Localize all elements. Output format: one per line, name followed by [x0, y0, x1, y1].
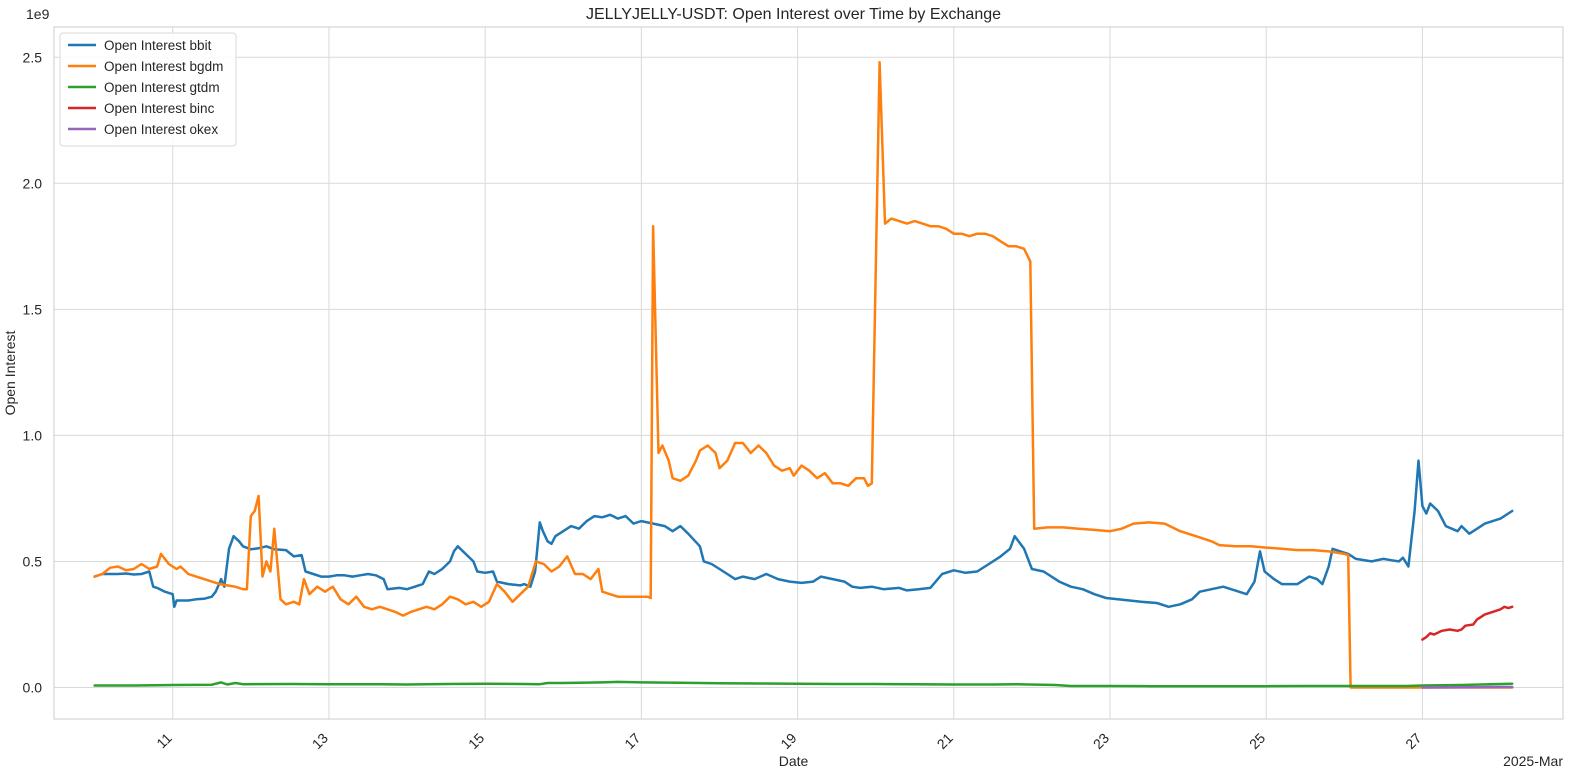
chart-title: JELLYJELLY-USDT: Open Interest over Time…	[586, 6, 1001, 23]
y-tick-label: 1.5	[23, 301, 43, 317]
x-tick-label: 17	[621, 730, 643, 752]
x-tick-label: 11	[153, 730, 175, 752]
x-tick-label: 13	[309, 730, 331, 752]
y-tick-label: 1.0	[23, 427, 43, 443]
x-axis-offset-text: 2025-Mar	[1503, 753, 1563, 769]
x-tick-label: 15	[465, 730, 487, 752]
x-tick-label: 23	[1090, 730, 1112, 752]
legend-label: Open Interest okex	[104, 122, 218, 137]
x-tick-label: 21	[934, 730, 956, 752]
tick-labels: 11 13 15 17 19 21 23 25 27 0.0 0.5 1.0 1.5 2.0 2.5	[23, 49, 1425, 752]
legend-label: Open Interest binc	[104, 101, 215, 116]
series-line	[93, 459, 1514, 609]
y-tick-label: 2.0	[23, 175, 43, 191]
series-line	[1421, 605, 1514, 641]
y-tick-label: 2.5	[23, 49, 43, 65]
series-line	[1421, 685, 1514, 689]
legend-label: Open Interest gtdm	[104, 80, 220, 95]
series-line	[93, 61, 1514, 689]
x-tick-label: 25	[1246, 730, 1268, 752]
legend-box	[59, 32, 237, 147]
series-line	[93, 680, 1514, 688]
plot-frame	[53, 26, 1564, 720]
series-lines	[93, 61, 1514, 689]
y-axis-label: Open Interest	[2, 330, 18, 415]
y-axis-offset-text: 1e9	[26, 6, 50, 22]
x-tick-label: 27	[1402, 730, 1424, 752]
legend-label: Open Interest bbit	[104, 38, 212, 53]
y-tick-label: 0.5	[23, 553, 43, 569]
legend: Open Interest bbit Open Interest bgdm Open…	[59, 32, 237, 147]
y-tick-label: 0.0	[23, 679, 43, 695]
grid-lines	[54, 27, 1563, 719]
legend-label: Open Interest bgdm	[104, 59, 223, 74]
x-axis-label: Date	[779, 753, 809, 769]
x-tick-label: 19	[777, 730, 799, 752]
